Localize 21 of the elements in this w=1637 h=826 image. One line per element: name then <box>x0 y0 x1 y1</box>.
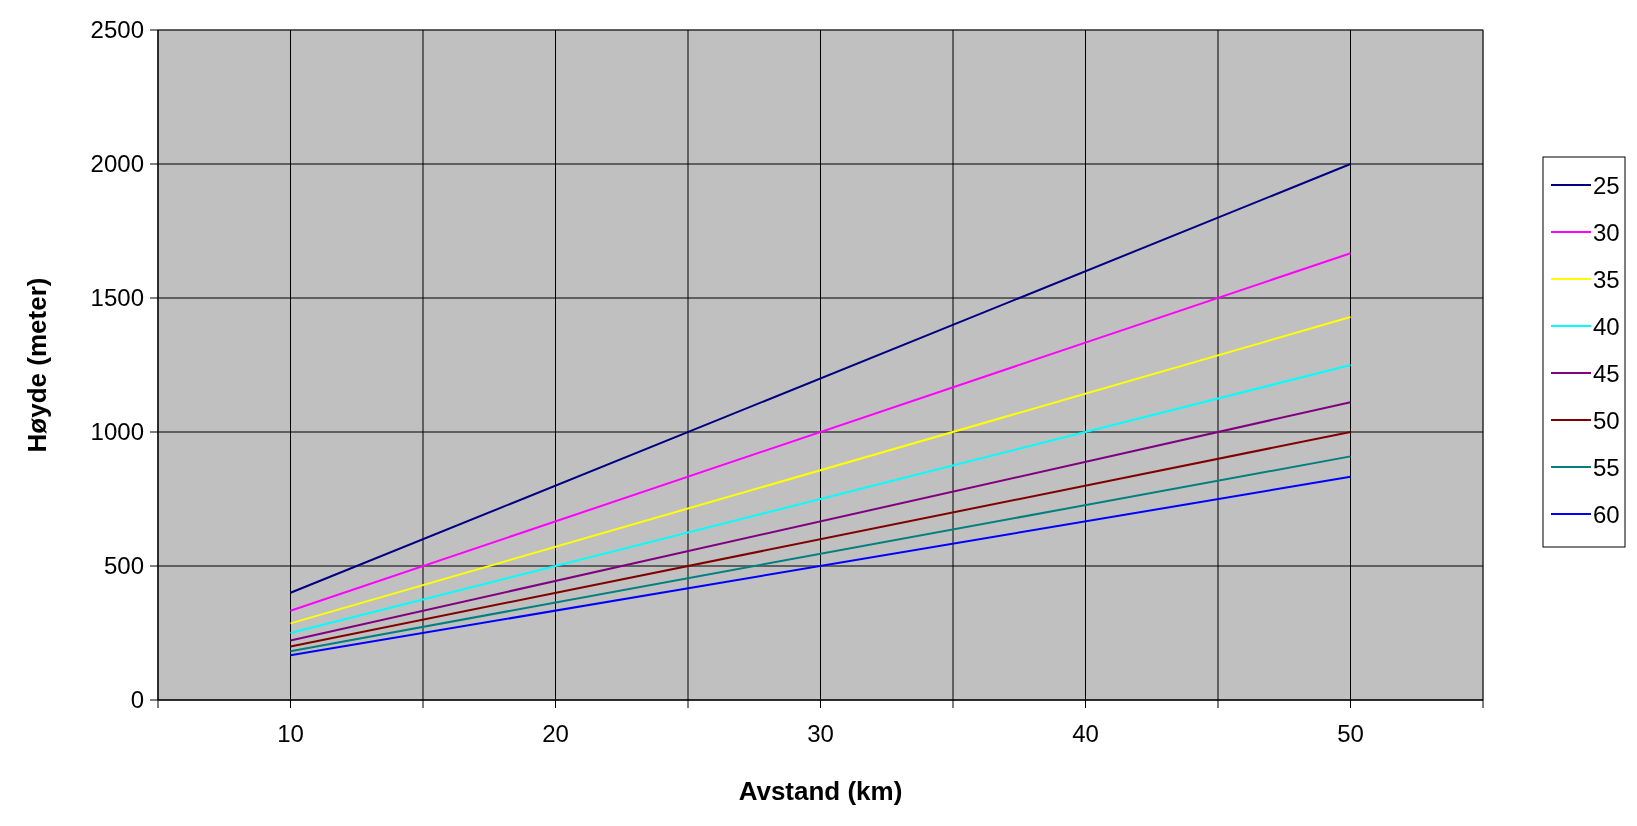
legend-label: 50 <box>1593 407 1620 434</box>
x-axis-title: Avstand (km) <box>738 776 903 806</box>
y-tick-label: 0 <box>130 686 144 713</box>
x-tick-label: 40 <box>1072 720 1099 747</box>
legend-label: 35 <box>1593 266 1620 293</box>
y-tick-label: 1500 <box>90 284 144 311</box>
y-tick-label: 1000 <box>90 418 144 445</box>
legend-label: 30 <box>1593 219 1620 246</box>
y-tick-label: 2500 <box>90 16 144 43</box>
legend-label: 60 <box>1593 501 1620 528</box>
legend-label: 55 <box>1593 454 1620 481</box>
y-tick-label: 500 <box>103 552 144 579</box>
legend-label: 45 <box>1593 360 1620 387</box>
x-tick-label: 20 <box>542 720 569 747</box>
legend-label: 40 <box>1593 313 1620 340</box>
y-axis-title: Høyde (meter) <box>22 277 52 453</box>
y-tick-label: 2000 <box>90 150 144 177</box>
legend-label: 25 <box>1593 172 1620 199</box>
x-tick-label: 30 <box>807 720 834 747</box>
x-tick-label: 10 <box>277 720 304 747</box>
x-tick-label: 50 <box>1337 720 1364 747</box>
